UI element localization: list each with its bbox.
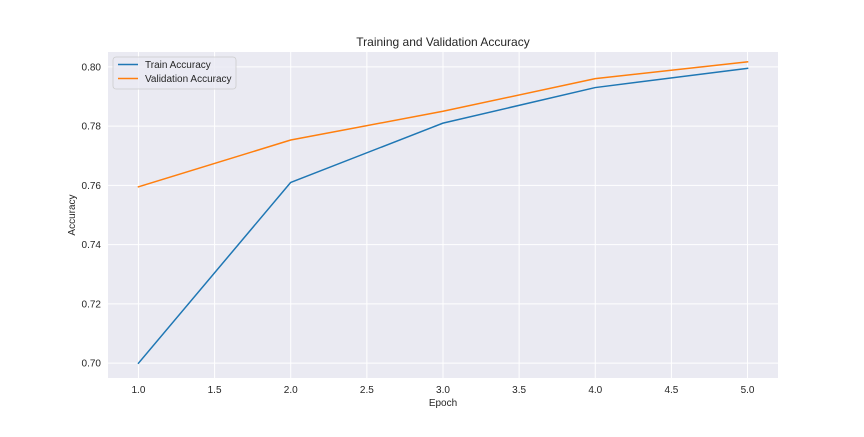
y-tick-label: 0.80 xyxy=(82,62,102,73)
x-tick-label: 4.5 xyxy=(664,385,678,396)
x-tick-label: 2.5 xyxy=(360,385,374,396)
tick-labels: 1.0 1.5 2.0 2.5 3.0 3.5 4.0 4.5 5.0 0.70 0.72 0.74 0… xyxy=(82,62,755,396)
x-tick-label: 1.0 xyxy=(132,385,146,396)
x-tick-label: 3.0 xyxy=(436,385,450,396)
y-tick-label: 0.76 xyxy=(82,181,102,192)
legend-box xyxy=(112,56,237,90)
legend-label-train: Train Accuracy xyxy=(145,60,211,71)
chart-title: Training and Validation Accuracy xyxy=(356,35,529,49)
x-tick-label: 3.5 xyxy=(512,385,526,396)
series-lines xyxy=(137,60,749,365)
x-axis-label: Epoch xyxy=(429,398,457,409)
y-tick-label: 0.74 xyxy=(82,240,102,251)
y-tick-label: 0.72 xyxy=(82,299,102,310)
y-axis-label: Accuracy xyxy=(67,194,78,235)
x-tick-label: 1.5 xyxy=(208,385,222,396)
series-line-train xyxy=(137,67,749,365)
legend: Train Accuracy Validation Accuracy xyxy=(112,56,237,90)
y-tick-label: 0.78 xyxy=(82,122,102,133)
series-line-validation xyxy=(137,60,749,188)
x-tick-label: 2.0 xyxy=(284,385,298,396)
x-tick-label: 4.0 xyxy=(588,385,602,396)
x-tick-label: 5.0 xyxy=(741,385,755,396)
y-tick-label: 0.70 xyxy=(82,359,102,370)
grid-lines xyxy=(108,52,778,378)
legend-label-validation: Validation Accuracy xyxy=(145,74,232,85)
